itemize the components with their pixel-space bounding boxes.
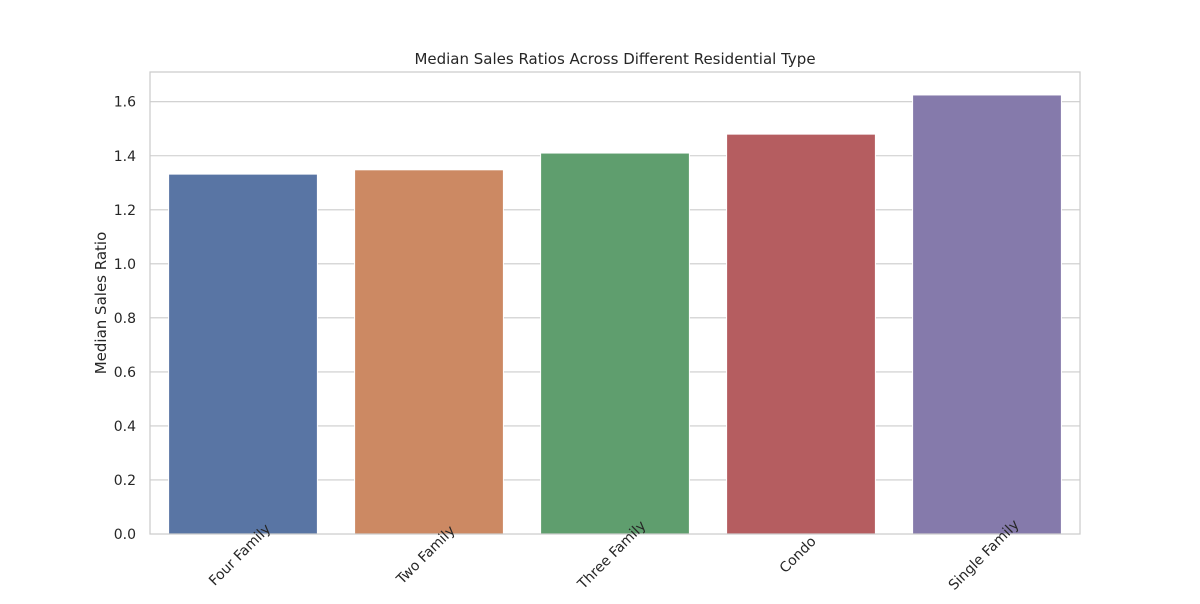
- y-tick-label: 0.2: [114, 473, 136, 489]
- y-tick-labels: 0.0 0.2 0.4 0.6 0.8 1.0 1.2 1.4 1.6: [114, 95, 136, 543]
- y-tick-label: 1.2: [114, 203, 136, 219]
- chart-title: Median Sales Ratios Across Different Res…: [414, 50, 815, 68]
- bar-condo: [726, 133, 876, 535]
- bars: [168, 94, 1062, 535]
- y-tick-label: 0.0: [114, 527, 136, 543]
- y-tick-label: 0.4: [114, 419, 136, 435]
- y-tick-label: 0.6: [114, 365, 136, 381]
- bar-four-family: [168, 173, 318, 535]
- y-tick-label: 1.0: [114, 257, 136, 273]
- y-tick-label: 0.8: [114, 311, 136, 327]
- x-tick-label: Condo: [777, 534, 820, 577]
- bar-three-family: [540, 152, 690, 535]
- bar-two-family: [354, 169, 504, 535]
- plot-frame: [149, 71, 1081, 535]
- y-tick-label: 1.4: [114, 149, 136, 165]
- y-axis-label: Median Sales Ratio: [92, 232, 110, 375]
- bar-single-family: [912, 94, 1062, 535]
- y-tick-label: 1.6: [114, 95, 136, 111]
